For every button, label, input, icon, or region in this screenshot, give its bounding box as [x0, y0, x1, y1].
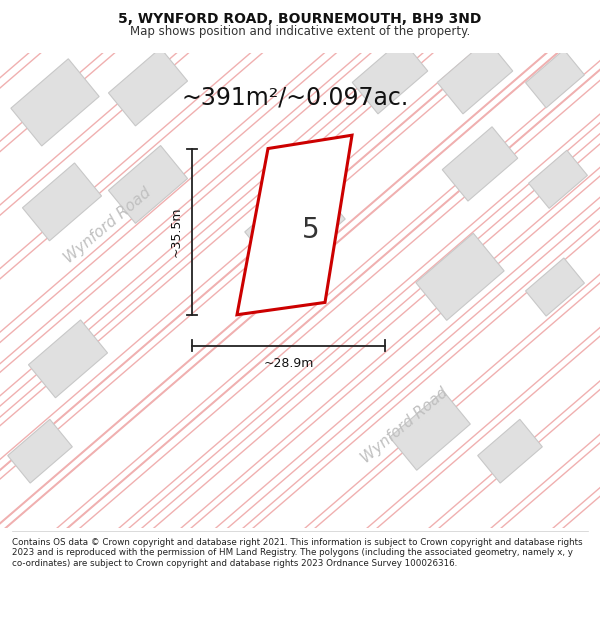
Text: ~35.5m: ~35.5m [170, 206, 182, 257]
Text: ~391m²/~0.097ac.: ~391m²/~0.097ac. [181, 85, 409, 109]
Text: 5, WYNFORD ROAD, BOURNEMOUTH, BH9 3ND: 5, WYNFORD ROAD, BOURNEMOUTH, BH9 3ND [118, 12, 482, 26]
Polygon shape [526, 50, 584, 108]
Text: 5: 5 [302, 216, 319, 244]
Polygon shape [109, 48, 188, 126]
Text: Contains OS data © Crown copyright and database right 2021. This information is : Contains OS data © Crown copyright and d… [12, 538, 583, 568]
Text: Wynford Road: Wynford Road [359, 385, 451, 466]
Polygon shape [352, 39, 428, 114]
Polygon shape [237, 135, 352, 315]
Polygon shape [11, 59, 99, 146]
Polygon shape [245, 176, 345, 275]
Polygon shape [529, 150, 587, 208]
Text: Map shows position and indicative extent of the property.: Map shows position and indicative extent… [130, 25, 470, 38]
Polygon shape [109, 146, 188, 223]
Polygon shape [442, 127, 518, 201]
Polygon shape [437, 39, 513, 114]
Polygon shape [416, 233, 504, 321]
Polygon shape [478, 419, 542, 483]
Polygon shape [8, 419, 73, 483]
Polygon shape [389, 391, 470, 470]
Text: ~28.9m: ~28.9m [263, 357, 314, 371]
Polygon shape [28, 320, 107, 398]
Polygon shape [526, 258, 584, 316]
Text: Wynford Road: Wynford Road [62, 185, 154, 266]
Polygon shape [22, 163, 101, 241]
